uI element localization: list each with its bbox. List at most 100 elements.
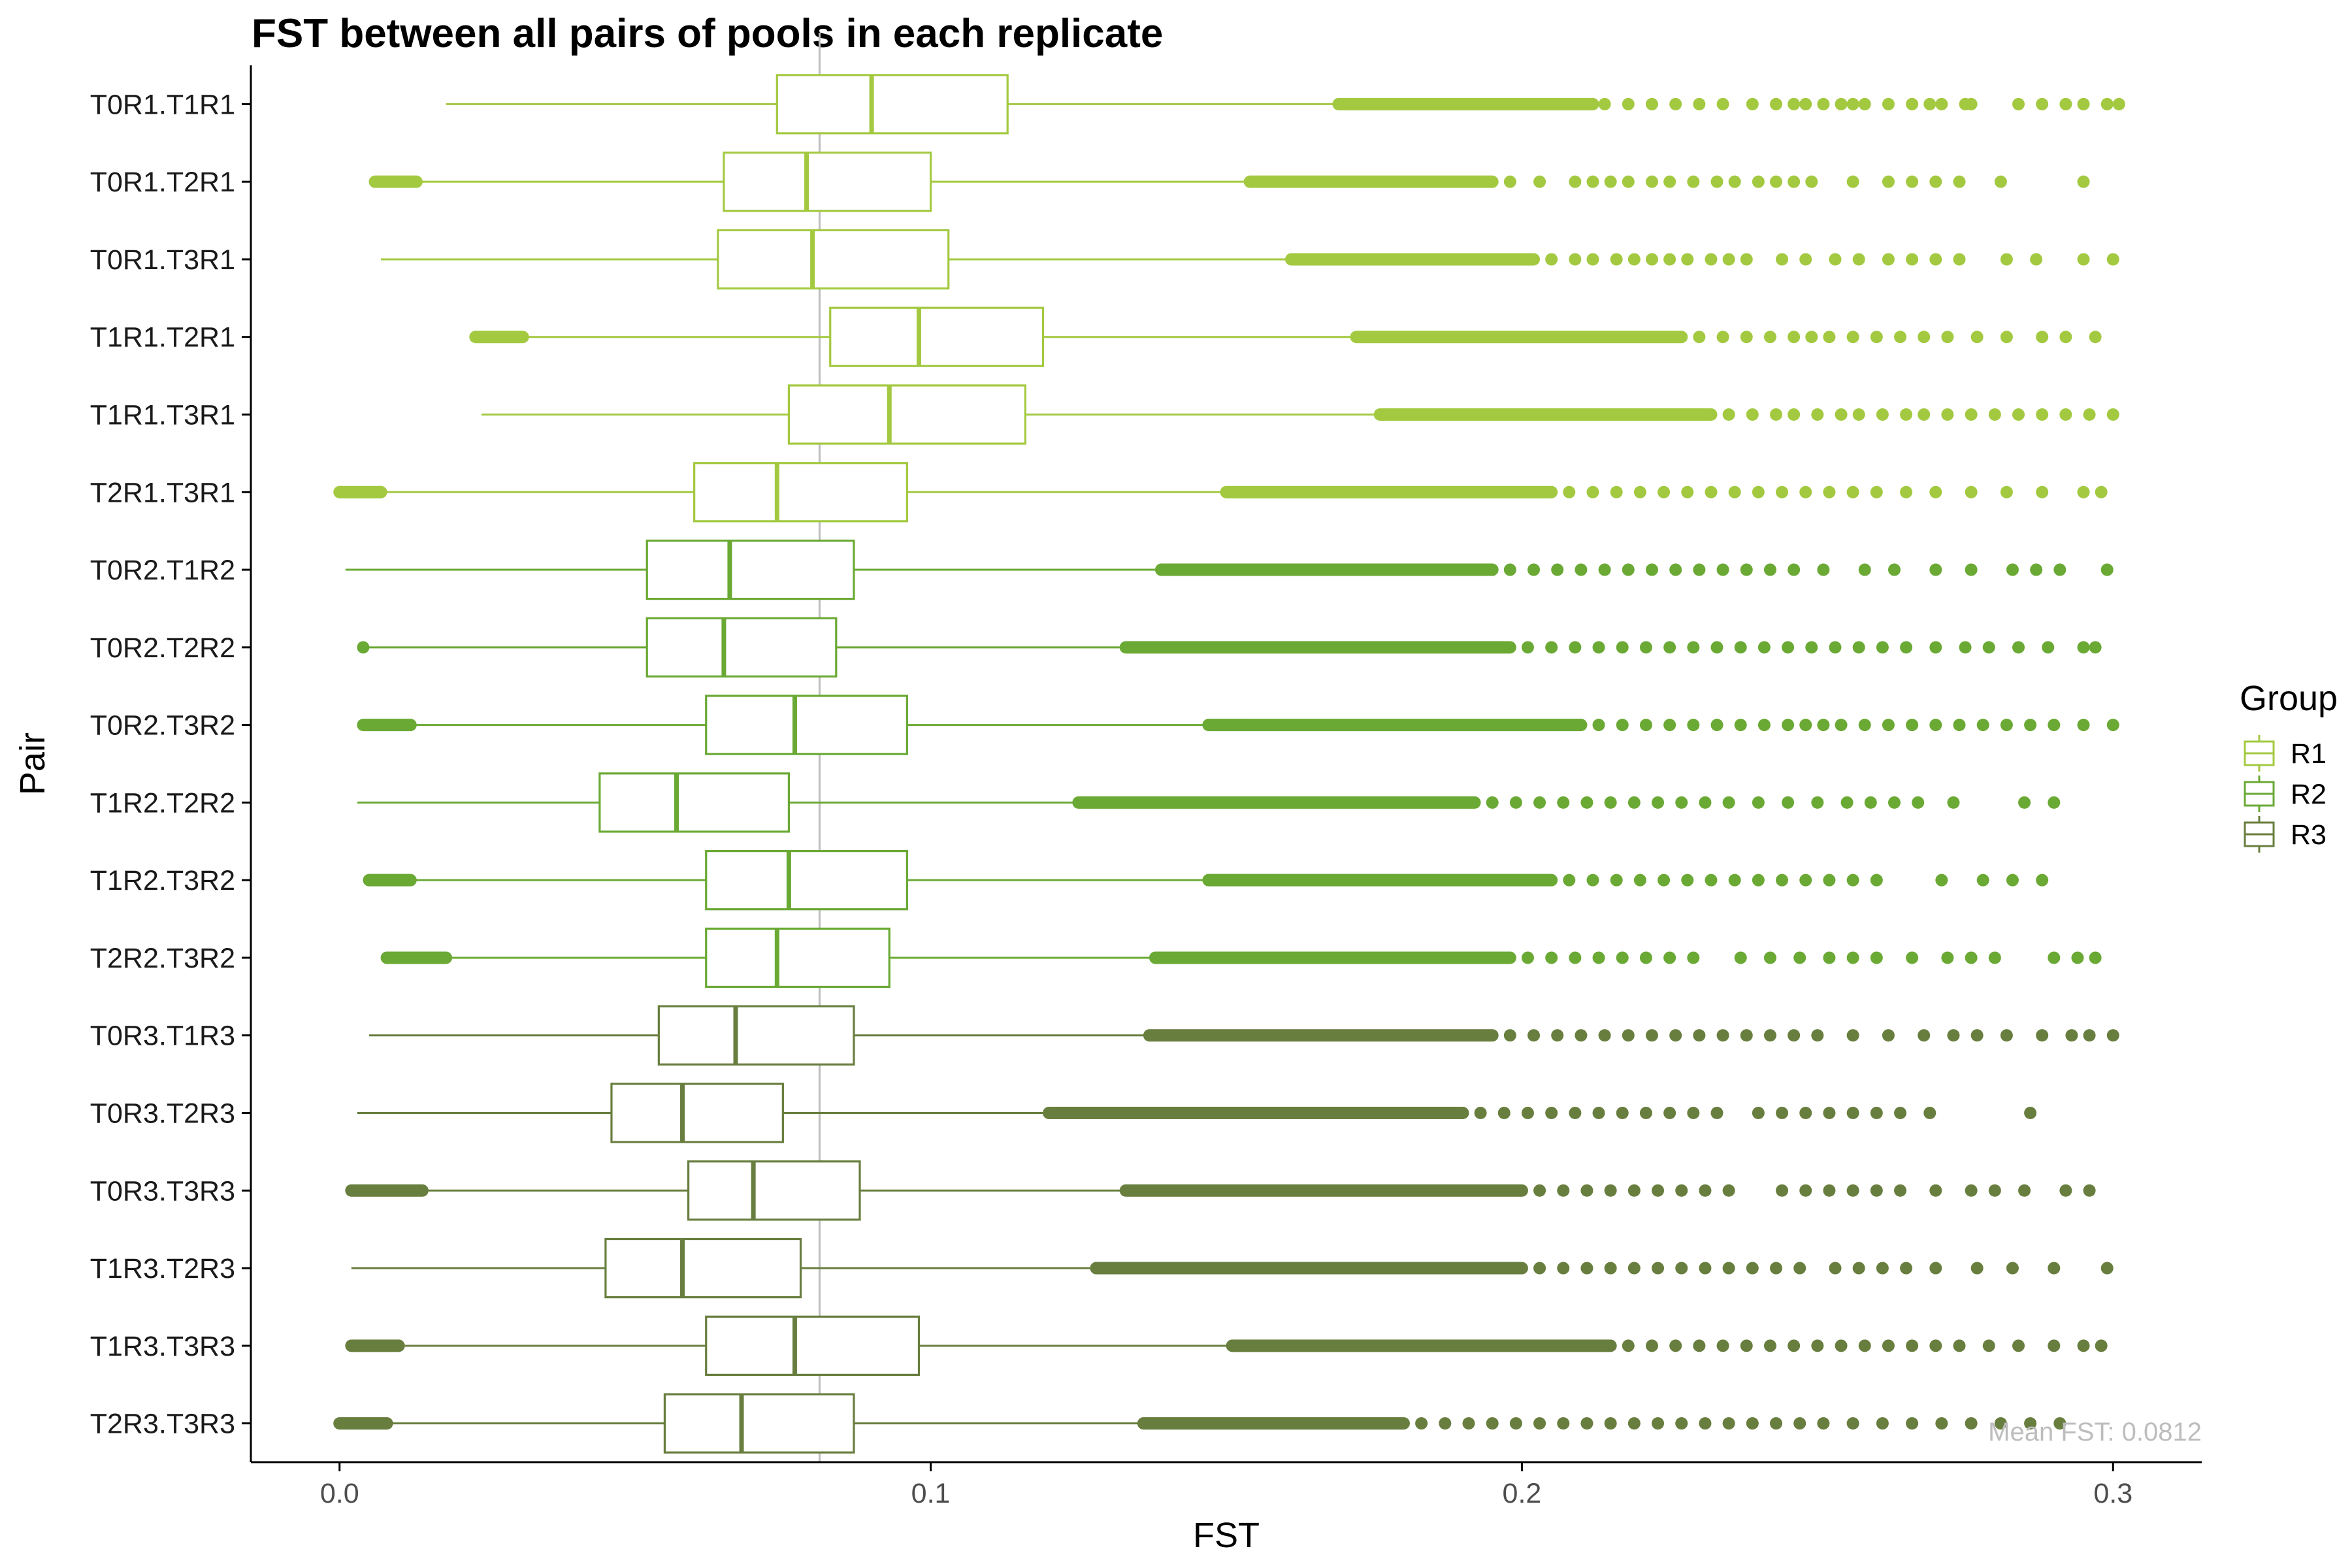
outlier-point [1746, 1417, 1759, 1430]
outlier-point [1734, 951, 1747, 964]
outlier-point [2089, 951, 2102, 964]
outlier-point [1793, 1262, 1806, 1275]
outlier-point [1965, 97, 1978, 110]
outlier-point [2083, 408, 2096, 421]
outlier-point [1858, 719, 1871, 732]
outlier-point [1876, 641, 1889, 654]
outlier-point [1604, 1184, 1617, 1197]
outlier-point [1918, 1029, 1931, 1042]
outlier-point [1870, 951, 1883, 964]
outlier-point [1627, 1262, 1641, 1275]
outlier-point [1947, 796, 1960, 809]
outlier-point [1776, 253, 1789, 266]
outlier-point [1994, 1417, 2007, 1430]
x-axis-title: FST [1193, 1516, 1260, 1555]
box-iqr [787, 384, 1026, 445]
outlier-point [1705, 485, 1718, 498]
outlier-point [1829, 253, 1842, 266]
outlier-point [1728, 874, 1741, 887]
outlier-point [1782, 796, 1795, 809]
outlier-point [2095, 1339, 2108, 1352]
outlier-point [1616, 719, 1629, 732]
outlier-point [1658, 874, 1671, 887]
legend-key-r3 [2244, 816, 2275, 853]
box-iqr [829, 306, 1045, 367]
legend-label-r1: R1 [2291, 738, 2327, 770]
outlier-point [2083, 1184, 2096, 1197]
outlier-point [1793, 951, 1806, 964]
outlier-point [1652, 1184, 1665, 1197]
outlier-point [1681, 253, 1694, 266]
outlier-point [1752, 485, 1765, 498]
outlier-point [1900, 1262, 1913, 1275]
outlier-point [1970, 1029, 1984, 1042]
outlier-point [1953, 175, 1966, 188]
outlier-point [2048, 1262, 2061, 1275]
outlier-point [2036, 97, 2049, 110]
outlier-point [1645, 175, 1658, 188]
outlier-point [1633, 874, 1646, 887]
outlier-point [1912, 796, 1925, 809]
outlier-point [1935, 97, 1948, 110]
outlier-point [1923, 97, 1936, 110]
outlier-point [1586, 175, 1599, 188]
outlier-point [1953, 1339, 1966, 1352]
outlier-point [1858, 1339, 1871, 1352]
outlier-point [1669, 97, 1682, 110]
outlier-point [1858, 563, 1871, 576]
outlier-point [1687, 641, 1700, 654]
outlier-point [2077, 641, 2090, 654]
y-tick-label: T1R2.T2R2 [90, 787, 235, 819]
outlier-point [2012, 97, 2025, 110]
outlier-point [2077, 253, 2090, 266]
box-t1r1-t2r1 [469, 306, 2102, 367]
outlier-point [1639, 951, 1652, 964]
outlier-point [1947, 1029, 1960, 1042]
outlier-point [1699, 1417, 1712, 1430]
outlier-point [2036, 874, 2049, 887]
outlier-point [2089, 641, 2102, 654]
outlier-point [1663, 951, 1676, 964]
outlier-point [1652, 1417, 1665, 1430]
outlier-point [1858, 97, 1871, 110]
outlier-point [1852, 408, 1865, 421]
outlier-point [2036, 331, 2049, 344]
box-iqr [705, 927, 890, 988]
outlier-point [2077, 485, 2090, 498]
outlier-point [2024, 1417, 2037, 1430]
outlier-point [2018, 796, 2031, 809]
outlier-point [1716, 563, 1729, 576]
outlier-point [1976, 719, 1989, 732]
outlier-point [1569, 641, 1582, 654]
outlier-point [1627, 253, 1641, 266]
outlier-point [2106, 719, 2119, 732]
outlier-point [1545, 1107, 1558, 1119]
outlier-point [1716, 1029, 1729, 1042]
outlier-point [2030, 253, 2043, 266]
outlier-point [1817, 719, 1830, 732]
outlier-point [1557, 1184, 1570, 1197]
outlier-point [1533, 175, 1546, 188]
box-t2r1-t3r1 [333, 462, 2108, 523]
outlier-point [1639, 719, 1652, 732]
outlier-point [2100, 563, 2114, 576]
outlier-point [2100, 97, 2114, 110]
outlier-point [1882, 719, 1895, 732]
outlier-point [1746, 408, 1759, 421]
outlier-point [1906, 1339, 1919, 1352]
outlier-point [1557, 1417, 1570, 1430]
outlier-point [1527, 1029, 1541, 1042]
box-iqr [776, 74, 1009, 135]
outlier-point [2000, 331, 2013, 344]
box-t1r2-t2r2 [357, 772, 2061, 833]
outlier-point [1994, 175, 2007, 188]
outlier-point [1770, 175, 1783, 188]
outlier-point [1622, 175, 1635, 188]
outlier-point [1569, 1107, 1582, 1119]
outlier-point [2048, 1339, 2061, 1352]
outlier-point [1592, 1107, 1605, 1119]
outlier-point [1645, 1029, 1658, 1042]
outlier-point [1740, 563, 1753, 576]
outlier-point [1533, 1184, 1546, 1197]
outlier-point [1716, 331, 1729, 344]
